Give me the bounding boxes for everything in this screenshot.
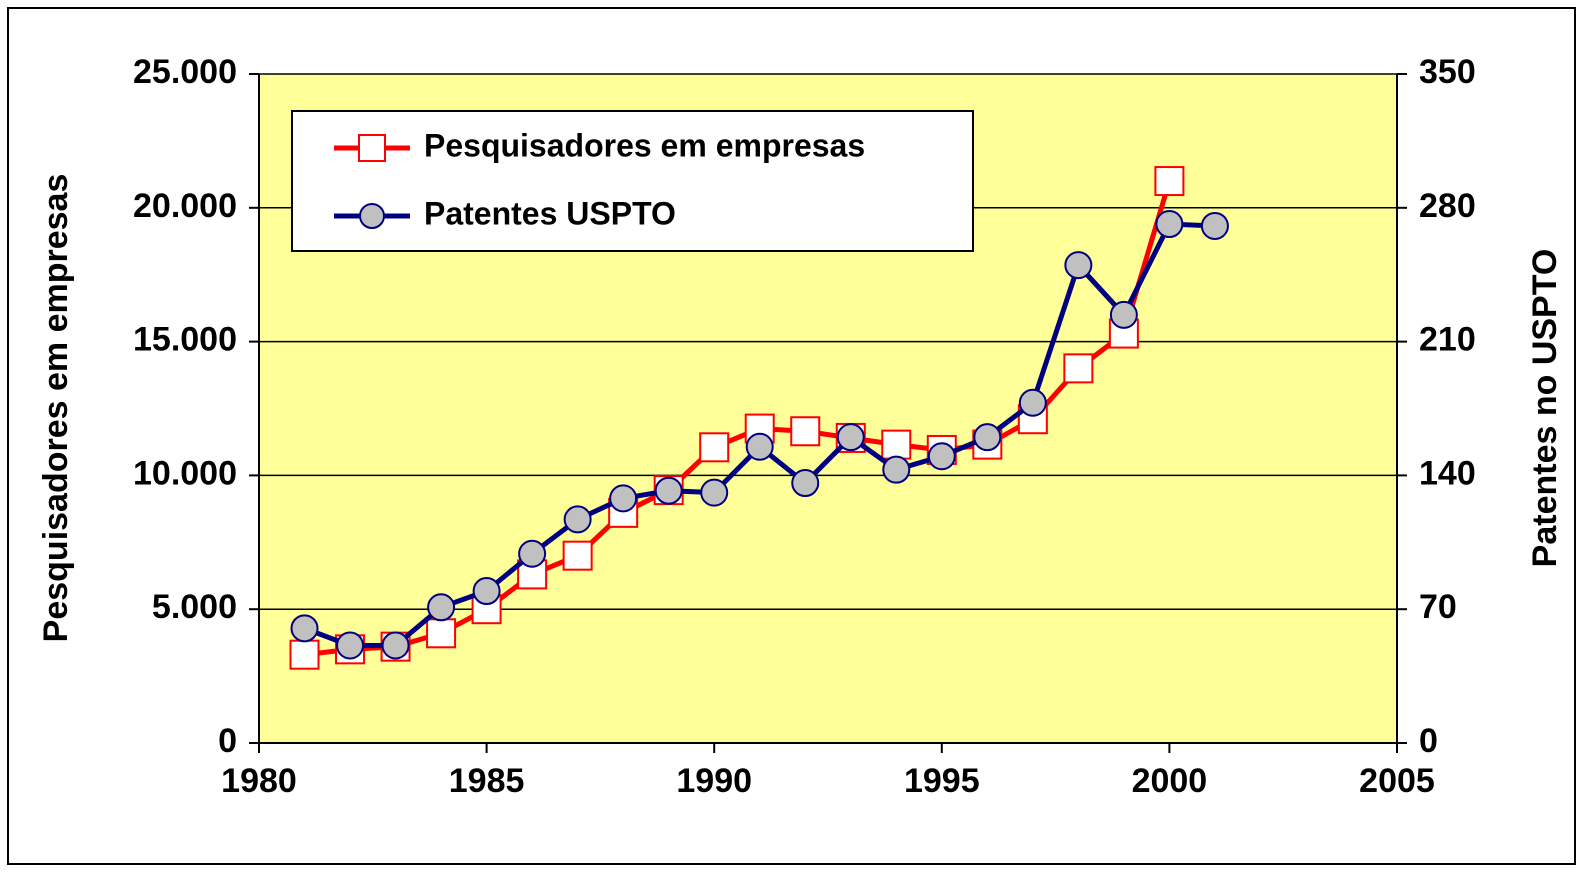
y-tick-label: 25.000 [133,53,237,91]
marker [289,639,320,670]
x-tick-label: 2005 [1359,762,1435,800]
marker [562,540,593,571]
marker [1018,388,1047,417]
marker [1109,300,1138,329]
x-tick-label: 1980 [221,762,297,800]
x-tick-label: 1985 [449,762,525,800]
y-tick-label: 10.000 [133,454,237,492]
marker [1154,166,1185,197]
y2-axis-title: Patentes no USPTO [1526,249,1564,568]
y2-tick-label: 70 [1419,588,1457,626]
y-tick-label: 20.000 [133,187,237,225]
x-tick-label: 1990 [676,762,752,800]
x-tick-label: 2000 [1132,762,1208,800]
legend-label: Pesquisadores em empresas [424,127,865,163]
legend: Pesquisadores em empresas Patentes USPTO [291,110,974,252]
marker [563,505,592,534]
y2-tick-label: 140 [1419,454,1476,492]
marker [290,614,319,643]
marker [609,484,638,513]
y-axis-title: Pesquisadores em empresas [37,174,75,643]
marker [700,478,729,507]
marker [1200,211,1229,240]
marker [699,432,730,463]
marker [791,469,820,498]
y-tick-label: 15.000 [133,321,237,359]
marker [336,631,365,660]
legend-label: Patentes USPTO [424,195,676,231]
marker [1155,210,1184,239]
legend-marker [358,134,386,162]
x-tick-label: 1995 [904,762,980,800]
marker [836,423,865,452]
y2-tick-label: 210 [1419,321,1476,359]
legend-marker [359,203,385,229]
marker [973,423,1002,452]
marker [518,539,547,568]
marker [882,455,911,484]
y2-tick-label: 0 [1419,722,1438,760]
legend-box [291,110,974,252]
marker [427,593,456,622]
marker [426,618,457,649]
marker [790,416,821,447]
y2-tick-label: 280 [1419,187,1476,225]
marker [927,442,956,471]
y-tick-label: 5.000 [152,588,237,626]
marker [1063,353,1094,384]
marker [654,476,683,505]
marker [381,631,410,660]
marker [1064,251,1093,280]
y2-tick-label: 350 [1419,53,1476,91]
y-tick-label: 0 [218,722,237,760]
marker [472,577,501,606]
marker [881,429,912,460]
marker [745,432,774,461]
